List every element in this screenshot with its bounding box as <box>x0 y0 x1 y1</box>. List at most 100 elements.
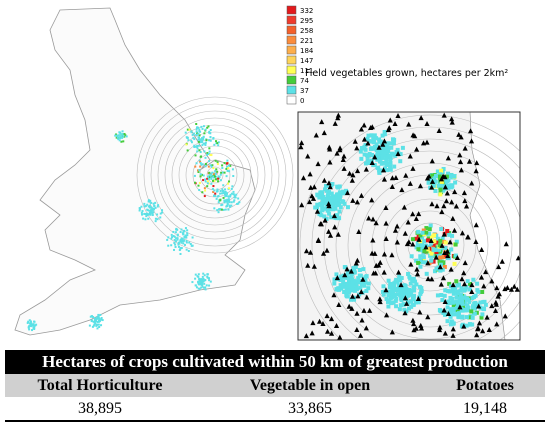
heat-cell <box>397 292 402 297</box>
heat-cell <box>144 205 147 208</box>
heat-cell <box>228 200 231 203</box>
heat-cell <box>190 141 193 144</box>
heat-cell <box>448 295 453 300</box>
heat-cell <box>201 127 204 130</box>
heat-cell <box>438 309 443 314</box>
heat-cell <box>336 192 341 197</box>
site-marker <box>299 202 305 208</box>
heat-cell <box>204 286 207 289</box>
site-marker <box>366 215 372 221</box>
heat-cell <box>28 324 31 327</box>
site-marker <box>402 295 408 301</box>
heat-cell <box>122 140 125 143</box>
heat-cell <box>202 125 205 128</box>
heat-cell <box>203 274 206 277</box>
site-marker <box>443 198 450 204</box>
heat-cell <box>347 289 352 294</box>
heat-cell <box>176 233 179 236</box>
heat-cell <box>374 142 379 147</box>
legend-swatch <box>286 35 297 45</box>
heat-cell <box>209 153 212 156</box>
site-marker <box>340 156 346 162</box>
heat-cell <box>214 192 217 195</box>
heat-cell <box>411 302 416 307</box>
heat-cell <box>152 202 155 205</box>
heat-cell <box>194 165 197 168</box>
site-marker <box>310 320 316 326</box>
heat-cell <box>438 238 443 243</box>
heat-cell <box>456 282 461 287</box>
heat-cell <box>391 138 396 143</box>
heat-cell <box>199 173 202 176</box>
heat-cell <box>232 200 235 203</box>
heat-cell <box>446 301 451 306</box>
heat-cell <box>357 292 362 297</box>
site-marker <box>385 127 392 133</box>
heat-cell <box>394 296 399 301</box>
heat-cell <box>418 291 423 296</box>
legend-swatch <box>286 55 297 65</box>
heat-cell <box>220 171 223 174</box>
england-wales-outline <box>14 7 256 336</box>
ring <box>311 126 520 340</box>
heat-cell <box>366 133 371 138</box>
site-marker <box>313 132 319 138</box>
site-marker <box>335 231 341 237</box>
heat-cell <box>124 134 127 137</box>
inset-map <box>298 112 520 340</box>
heat-cell <box>197 136 200 139</box>
heat-cell <box>97 319 100 322</box>
heat-cell <box>143 212 146 215</box>
heat-cell <box>173 248 176 251</box>
site-marker <box>352 138 358 144</box>
heat-cell <box>191 281 194 284</box>
heat-cell <box>437 243 442 248</box>
heat-cell <box>438 187 443 192</box>
heat-cell <box>212 172 215 175</box>
site-marker <box>307 171 313 177</box>
site-marker <box>416 211 422 217</box>
heat-cell <box>395 147 400 152</box>
heat-cell <box>434 247 439 252</box>
heat-cell <box>375 150 380 155</box>
site-marker <box>318 221 324 227</box>
site-marker <box>444 248 451 254</box>
heat-cell <box>421 255 426 260</box>
heat-cell <box>29 322 32 325</box>
heat-cell <box>225 162 228 165</box>
site-marker <box>410 132 416 138</box>
heat-cell <box>388 283 393 288</box>
heat-cell <box>352 297 357 302</box>
heat-cell <box>120 135 123 138</box>
heat-cell <box>450 288 455 293</box>
heat-cell <box>222 190 225 193</box>
heat-cell <box>385 151 390 156</box>
heat-cell <box>223 192 226 195</box>
heat-cell <box>114 134 117 137</box>
heat-cell <box>186 232 189 235</box>
heat-cell <box>197 140 200 143</box>
heat-cell <box>385 168 390 173</box>
site-marker <box>354 327 360 333</box>
site-marker <box>314 208 321 214</box>
heat-cell <box>196 150 199 153</box>
heat-cell <box>144 218 147 221</box>
heat-cell <box>222 208 225 211</box>
heat-cell <box>152 211 155 214</box>
heat-cell <box>332 277 337 282</box>
heat-cell <box>460 308 465 313</box>
site-marker <box>449 119 455 125</box>
heat-cell <box>345 271 350 276</box>
heat-cell <box>420 236 425 241</box>
heat-cell <box>410 278 415 283</box>
heat-cell <box>401 302 406 307</box>
heat-cell <box>156 218 159 221</box>
site-marker <box>442 250 448 256</box>
heat-cell <box>411 276 416 281</box>
ring <box>171 131 259 219</box>
heat-cell <box>394 150 399 155</box>
heat-cell <box>216 161 219 164</box>
heat-cell <box>450 233 455 238</box>
site-marker <box>453 203 459 209</box>
heat-cell <box>453 242 458 247</box>
